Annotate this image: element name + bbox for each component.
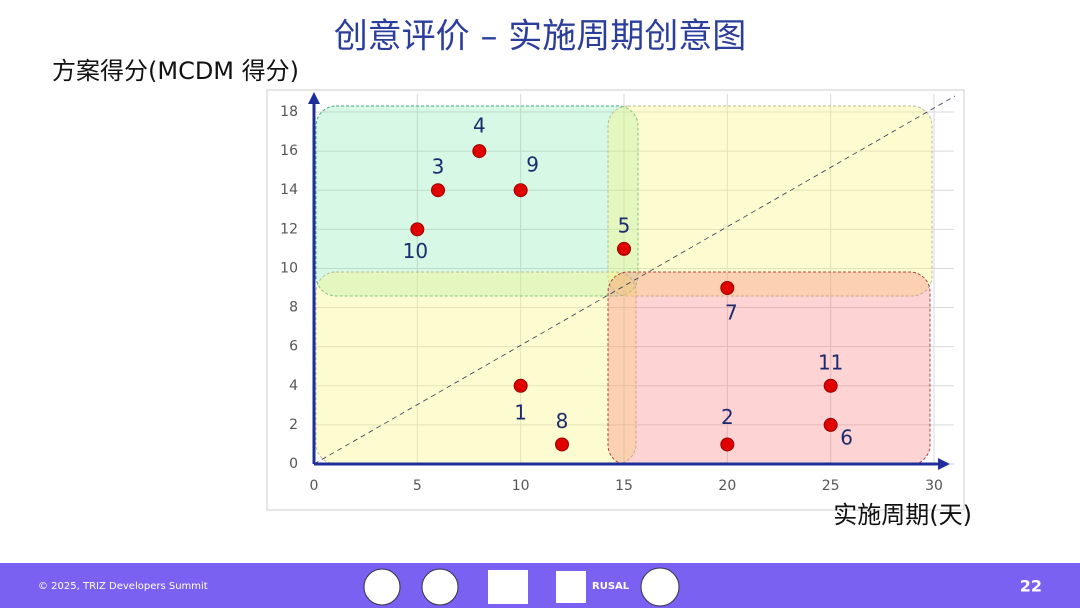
point <box>823 417 838 432</box>
region-yellow-top <box>607 105 933 297</box>
point-label: 2 <box>721 405 734 429</box>
slide-title: 创意评价 – 实施周期创意图 <box>334 17 747 57</box>
page-number: 22 <box>1020 577 1042 596</box>
x-tick-label: 5 <box>413 478 422 494</box>
point-label: 8 <box>556 409 569 433</box>
copyright: © 2025, TRIZ Developers Summit <box>38 581 208 592</box>
logos: RUSAL <box>363 567 680 607</box>
regions <box>315 105 933 466</box>
y-tick-label: 10 <box>280 260 298 276</box>
point-label: 9 <box>526 153 539 177</box>
plot-frame <box>266 89 965 511</box>
logo <box>421 568 459 606</box>
y-tick-label: 14 <box>280 182 298 198</box>
y-arrow <box>308 92 320 104</box>
point <box>823 378 838 393</box>
y-axis-label: 方案得分(MCDM 得分) <box>52 57 299 85</box>
point-label: 4 <box>473 114 486 138</box>
point <box>720 281 735 295</box>
point-label: 6 <box>840 425 853 449</box>
y-tick-label: 12 <box>280 221 298 237</box>
y-tick-label: 4 <box>289 378 298 394</box>
diagonal <box>313 95 956 465</box>
point-label: 10 <box>403 239 428 263</box>
region-green <box>315 105 639 297</box>
axes <box>308 92 950 470</box>
point <box>513 183 528 198</box>
x-tick-label: 15 <box>615 478 633 494</box>
logo-text: RUSAL <box>592 581 630 592</box>
x-tick-label: 0 <box>310 478 319 494</box>
y-tick-label: 0 <box>289 456 298 472</box>
region-yellow-bottom <box>315 271 637 465</box>
y-tick-label: 2 <box>289 417 298 433</box>
point-label: 1 <box>514 400 527 424</box>
point <box>472 144 487 159</box>
footer-bar <box>0 563 1080 608</box>
y-tick-label: 18 <box>280 104 298 120</box>
point-label: 11 <box>818 350 843 374</box>
point <box>617 241 631 256</box>
point <box>431 183 445 198</box>
point <box>410 222 425 237</box>
y-tick-label: 6 <box>289 339 298 355</box>
logo <box>488 570 528 604</box>
region-red <box>607 271 931 466</box>
y-tick-label: 16 <box>280 143 298 159</box>
y-tick-label: 8 <box>289 300 298 316</box>
logo <box>640 567 680 607</box>
points: 1 2 3 4 5 6 7 8 9 10 11 <box>403 114 853 452</box>
x-tick-label: 10 <box>512 478 530 494</box>
point-label: 7 <box>725 301 738 325</box>
logo <box>363 568 401 606</box>
point-label: 3 <box>432 155 445 179</box>
point <box>513 378 528 393</box>
point <box>555 437 569 452</box>
x-tick-label: 25 <box>822 478 840 494</box>
point <box>720 437 735 452</box>
x-arrow <box>938 458 950 470</box>
point-label: 5 <box>618 213 631 237</box>
x-axis-label: 实施周期(天) <box>833 501 972 529</box>
x-tick-label: 30 <box>925 478 943 494</box>
x-tick-label: 20 <box>718 478 736 494</box>
logo <box>556 571 586 603</box>
